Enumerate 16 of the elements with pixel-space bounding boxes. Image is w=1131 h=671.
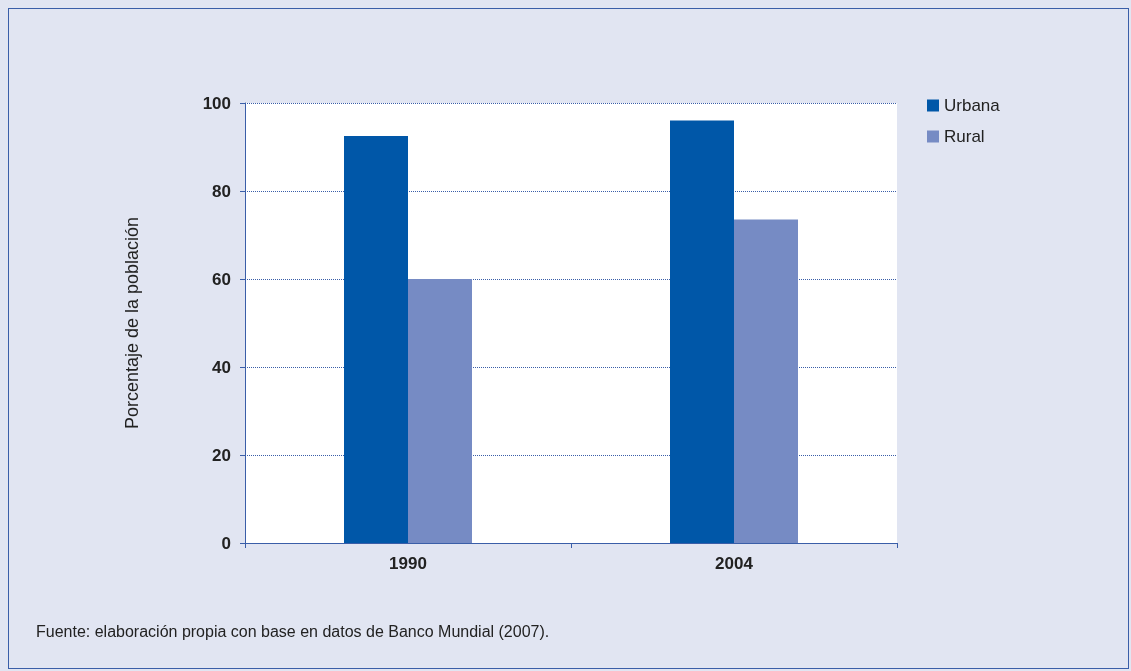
- source-note: Fuente: elaboración propia con base en datos de Banco Mundial (2007).: [36, 622, 550, 640]
- y-axis-title: Porcentaje de la población: [122, 216, 142, 430]
- bar: [670, 120, 734, 543]
- y-tick-label: 40: [212, 357, 231, 377]
- legend-label: Urbana: [944, 96, 1001, 115]
- x-tick-label: 2004: [715, 554, 754, 573]
- y-tick-label: 20: [212, 445, 231, 465]
- y-tick-label: 100: [202, 93, 231, 113]
- y-tick-label: 60: [212, 269, 231, 289]
- x-tick-label: 1990: [389, 554, 427, 573]
- y-tick-label: 80: [212, 181, 231, 201]
- y-tick-label: 0: [221, 533, 231, 553]
- bar: [344, 136, 408, 543]
- legend-label: Rural: [944, 127, 985, 146]
- bar: [408, 279, 472, 543]
- bar: [734, 219, 798, 543]
